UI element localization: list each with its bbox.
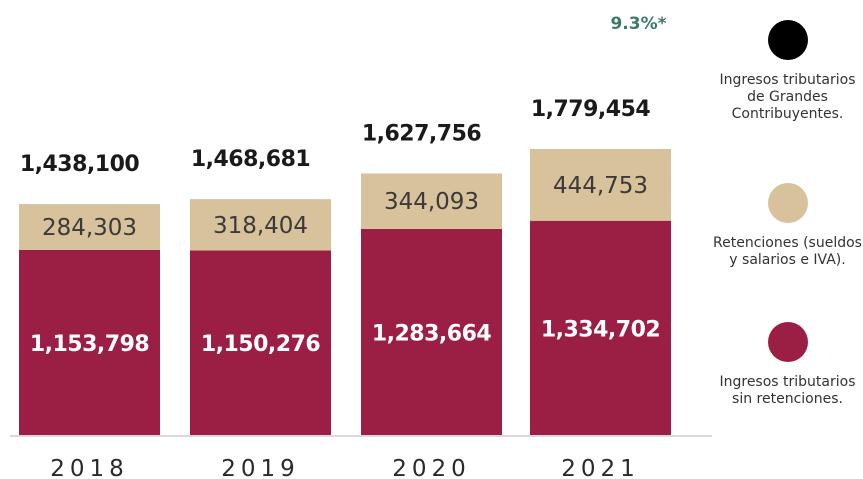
bar-segment-retenciones-2018 (19, 204, 160, 250)
bars-layer (19, 148, 671, 436)
legend-item-grandes-contribuyentes: Ingresos tributarios de Grandes Contribu… (712, 20, 863, 123)
bar-segment-sin-retenciones-2018 (19, 249, 160, 436)
bar-segment-retenciones-2021 (530, 148, 671, 221)
legend-label: Ingresos tributarios sin retenciones. (719, 374, 856, 407)
total-label-2020: 1,627,756 (362, 121, 482, 146)
x-tick-label-2018: 2018 (50, 456, 129, 479)
value-label-retenciones-2021: 444,753 (553, 173, 648, 199)
value-label-sin-retenciones-2021: 1,334,702 (541, 317, 660, 342)
x-tick-label-2019: 2019 (221, 456, 300, 479)
x-tick-label-2020: 2020 (392, 456, 471, 479)
total-label-2021: 1,779,454 (531, 97, 651, 122)
legend-label: Retenciones (sueldos y salarios e IVA). (713, 235, 862, 268)
legend-dot-maroon (767, 322, 808, 362)
value-label-retenciones-2020: 344,093 (384, 189, 479, 215)
bar-segment-sin-retenciones-2019 (190, 250, 331, 436)
bar-segment-sin-retenciones-2020 (361, 228, 502, 436)
legend-item-sin-retenciones: Ingresos tributarios sin retenciones. (712, 322, 863, 408)
bar-segment-retenciones-2020 (361, 173, 502, 229)
value-label-sin-retenciones-2019: 1,150,276 (201, 332, 321, 357)
total-label-2019: 1,468,681 (191, 147, 310, 172)
growth-annotation: 9.3%* (610, 14, 666, 34)
legend-dot-black (767, 20, 808, 60)
legend-dot-beige (767, 183, 808, 223)
legend: Ingresos tributarios de Grandes Contribu… (712, 0, 863, 479)
labels-layer: 1,153,798 284,303 1,438,100 2018 1,150,276 31… (20, 14, 667, 479)
bar-segment-retenciones-2019 (190, 199, 331, 251)
value-label-sin-retenciones-2020: 1,283,664 (372, 321, 492, 346)
value-label-sin-retenciones-2018: 1,153,798 (30, 332, 149, 357)
legend-label: Ingresos tributarios de Grandes Contribu… (719, 72, 856, 122)
x-tick-label-2021: 2021 (561, 456, 640, 479)
stacked-bar-chart: 1,153,798 284,303 1,438,100 2018 1,150,276 31… (10, 14, 712, 479)
total-label-2018: 1,438,100 (20, 152, 140, 177)
value-label-retenciones-2019: 318,404 (213, 213, 308, 239)
legend-item-retenciones: Retenciones (sueldos y salarios e IVA). (712, 183, 863, 269)
bar-segment-sin-retenciones-2021 (530, 220, 671, 436)
value-label-retenciones-2018: 284,303 (42, 215, 137, 241)
